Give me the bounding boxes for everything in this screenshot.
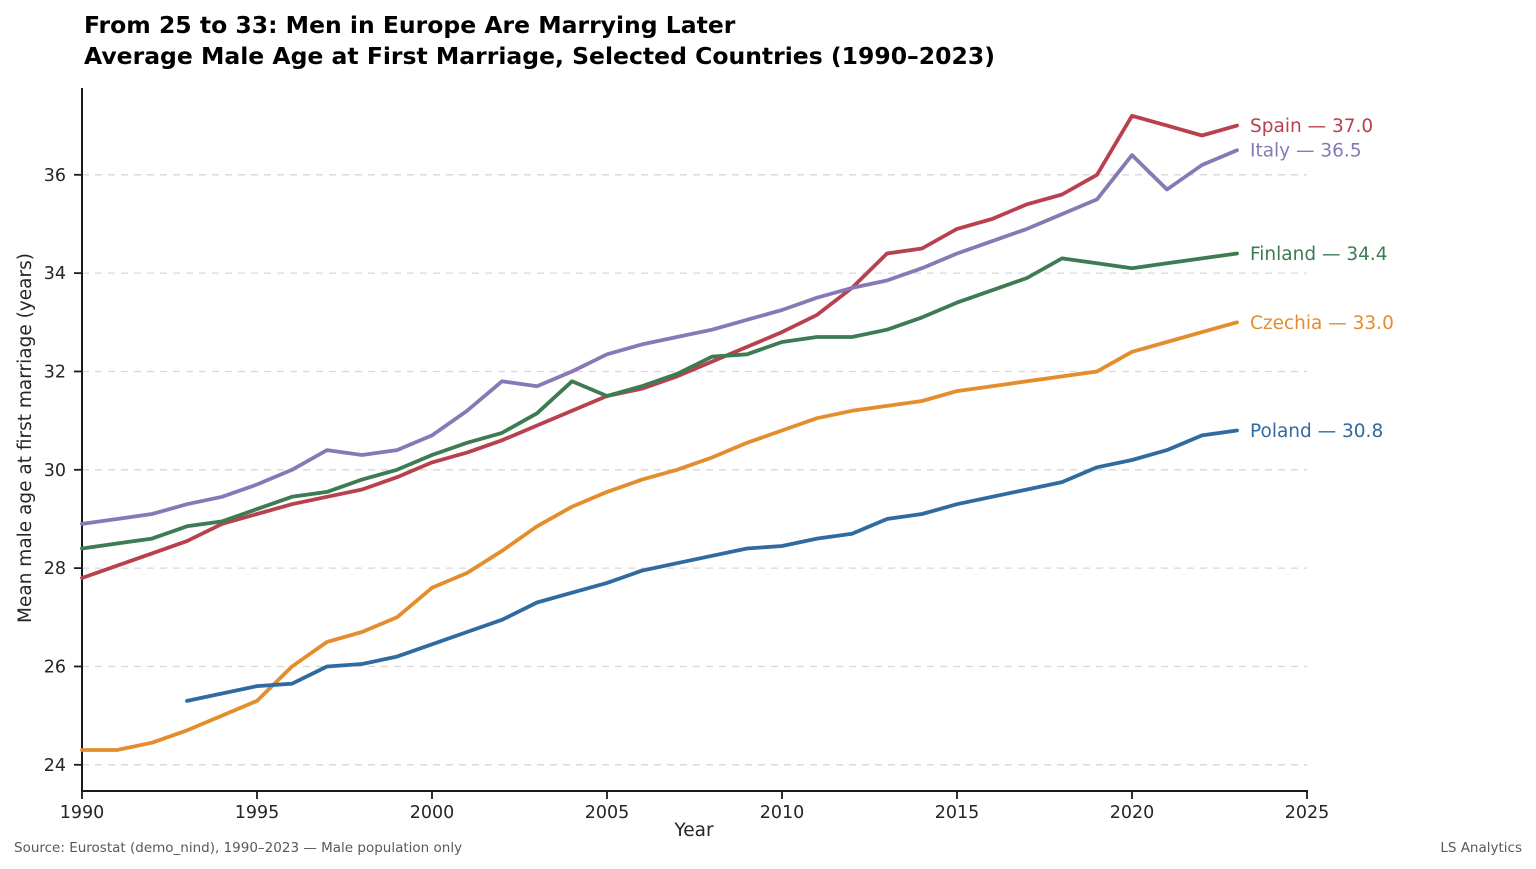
series-line-spain: [80, 113, 1239, 580]
x-tick-label-1990: 1990: [60, 803, 105, 823]
series-lines: [80, 113, 1239, 752]
chart-title-line2: Average Male Age at First Marriage, Sele…: [84, 42, 995, 70]
y-tick-label-30: 30: [44, 461, 66, 481]
x-tick-label-1995: 1995: [235, 803, 280, 823]
series-label-czechia: Czechia — 33.0: [1250, 313, 1394, 334]
x-tick-label-2025: 2025: [1285, 803, 1330, 823]
source-note: Source: Eurostat (demo_nind), 1990–2023 …: [14, 840, 462, 856]
x-tick-label-2005: 2005: [585, 803, 630, 823]
y-tick-label-34: 34: [44, 264, 66, 284]
x-tick-label-2010: 2010: [760, 803, 805, 823]
series-line-italy: [80, 148, 1239, 526]
series-label-poland: Poland — 30.8: [1250, 421, 1383, 442]
x-axis-ticks: 1990 1995 2000 2005 2010 2015 2020 2025: [60, 791, 1330, 823]
series-line-finland: [80, 251, 1239, 551]
x-tick-label-2000: 2000: [410, 803, 455, 823]
y-tick-label-24: 24: [44, 756, 66, 776]
series-label-finland: Finland — 34.4: [1250, 244, 1388, 265]
chart-title-line1: From 25 to 33: Men in Europe Are Marryin…: [84, 11, 736, 39]
y-axis-ticks: 24 26 28 30 32 34 36: [44, 166, 82, 776]
y-axis-label: Mean male age at first marriage (years): [15, 253, 36, 623]
brand-label: LS Analytics: [1440, 840, 1522, 856]
series-label-italy: Italy — 36.5: [1250, 141, 1362, 162]
x-axis-label: Year: [673, 820, 714, 841]
x-tick-label-2015: 2015: [935, 803, 980, 823]
series-label-spain: Spain — 37.0: [1250, 116, 1373, 137]
y-tick-label-32: 32: [44, 362, 66, 382]
y-tick-label-26: 26: [44, 657, 66, 677]
x-tick-label-2020: 2020: [1110, 803, 1155, 823]
series-line-poland: [185, 428, 1239, 703]
y-tick-label-36: 36: [44, 166, 66, 186]
y-tick-label-28: 28: [44, 559, 66, 579]
series-end-labels: Spain — 37.0 Italy — 36.5 Finland — 34.4 Cz…: [1250, 116, 1394, 442]
gridlines: [82, 174, 1307, 766]
